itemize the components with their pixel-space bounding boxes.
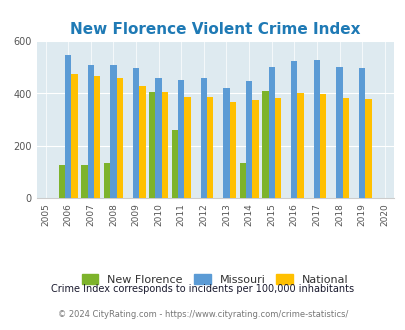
Bar [149, 92, 155, 198]
Bar [313, 59, 319, 198]
Text: © 2024 CityRating.com - https://www.cityrating.com/crime-statistics/: © 2024 CityRating.com - https://www.city… [58, 311, 347, 319]
Bar [290, 61, 297, 198]
Bar [239, 163, 245, 198]
Bar [229, 102, 235, 198]
Bar [262, 91, 268, 198]
Bar [297, 93, 303, 198]
Title: New Florence Violent Crime Index: New Florence Violent Crime Index [70, 22, 360, 37]
Bar [268, 67, 274, 198]
Bar [274, 98, 281, 198]
Bar [87, 65, 94, 198]
Bar [245, 81, 252, 198]
Bar [358, 68, 364, 198]
Bar [207, 97, 213, 198]
Bar [71, 74, 77, 198]
Bar [116, 78, 123, 198]
Bar [59, 165, 65, 198]
Bar [94, 76, 100, 198]
Bar [336, 67, 342, 198]
Bar [178, 80, 184, 198]
Bar [104, 163, 110, 198]
Bar [184, 97, 190, 198]
Legend: New Florence, Missouri, National: New Florence, Missouri, National [77, 269, 352, 289]
Bar [364, 99, 371, 198]
Bar [110, 65, 116, 198]
Bar [155, 78, 162, 198]
Bar [162, 92, 168, 198]
Bar [132, 68, 139, 198]
Bar [81, 165, 87, 198]
Bar [65, 55, 71, 198]
Bar [319, 94, 326, 198]
Text: Crime Index corresponds to incidents per 100,000 inhabitants: Crime Index corresponds to incidents per… [51, 284, 354, 294]
Bar [342, 98, 348, 198]
Bar [252, 100, 258, 198]
Bar [223, 88, 229, 198]
Bar [171, 130, 178, 198]
Bar [200, 78, 207, 198]
Bar [139, 86, 145, 198]
